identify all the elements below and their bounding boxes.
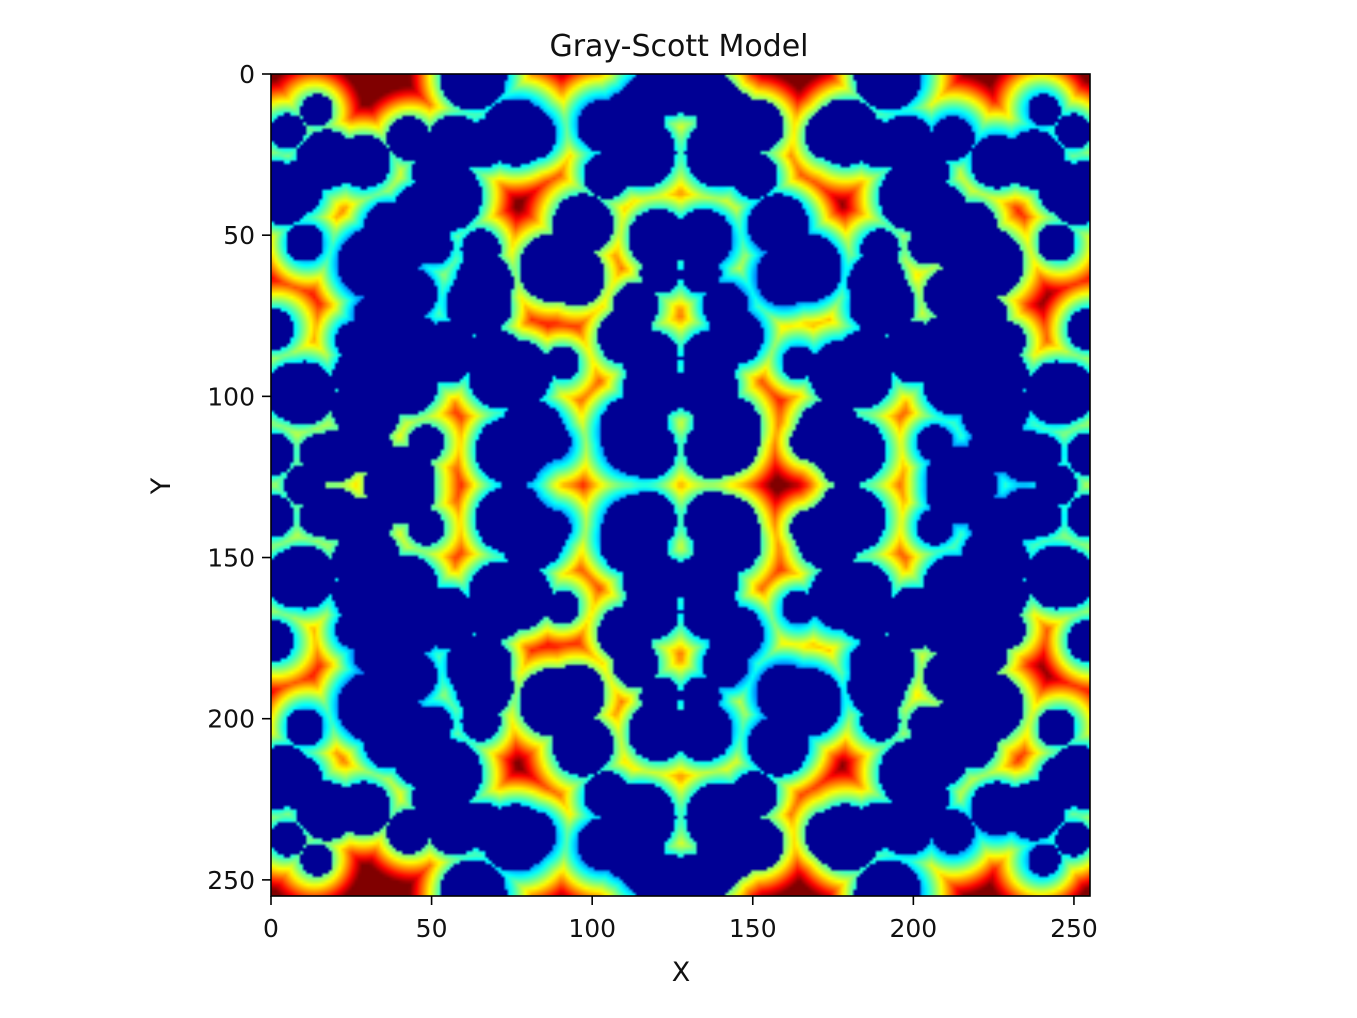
y-tick-label: 250 — [207, 866, 255, 895]
chart-title: Gray-Scott Model — [549, 29, 808, 64]
x-axis: 0 50 100 150 200 250 — [263, 896, 1098, 943]
x-tick-label: 250 — [1050, 914, 1098, 943]
y-tick-label: 150 — [207, 544, 255, 573]
x-tick-label: 200 — [889, 914, 937, 943]
x-tick-label: 100 — [568, 914, 616, 943]
y-tick-label: 100 — [207, 382, 255, 411]
x-tick-label: 50 — [416, 914, 448, 943]
heatmap-image — [271, 74, 1090, 896]
plot-area — [270, 73, 1091, 897]
y-axis: 0 50 100 150 200 250 — [207, 60, 271, 895]
y-axis-label: Y — [146, 477, 177, 495]
plot-frame — [270, 73, 1091, 897]
y-tick-label: 200 — [207, 705, 255, 734]
x-tick-label: 0 — [263, 914, 279, 943]
x-axis-label: X — [672, 957, 691, 988]
x-tick-label: 150 — [729, 914, 777, 943]
y-tick-label: 0 — [239, 60, 255, 89]
y-tick-label: 50 — [223, 221, 255, 250]
